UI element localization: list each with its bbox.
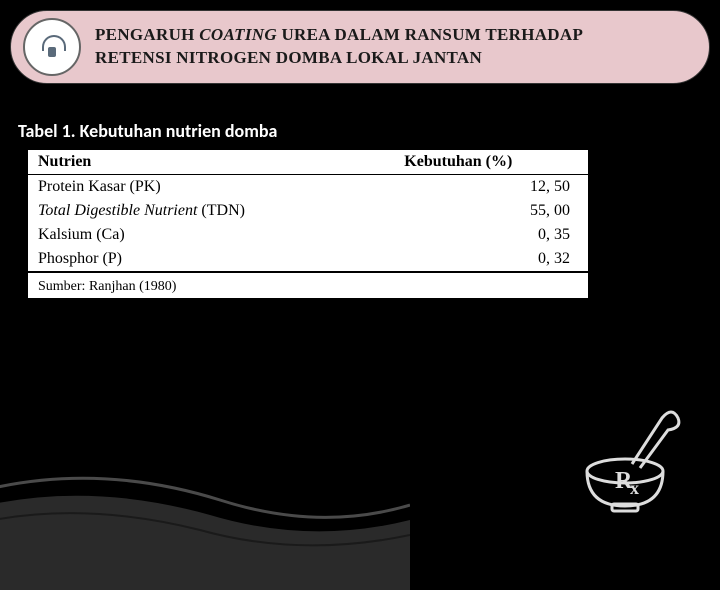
svg-text:x: x: [630, 478, 639, 498]
nutrient-label: Total Digestible Nutrient (TDN): [28, 199, 334, 223]
table-row: Kalsium (Ca) 0, 35: [28, 223, 588, 247]
swoosh-decoration: [0, 370, 410, 590]
nutrient-table: Nutrien Kebutuhan (%) Protein Kasar (PK)…: [28, 148, 588, 300]
title-line1-pre: PENGARUH: [95, 25, 199, 44]
col-nutrien: Nutrien: [28, 149, 334, 175]
nutrient-value: 0, 35: [334, 223, 588, 247]
nutrient-value: 12, 50: [334, 175, 588, 200]
mortar-pestle-rx-icon: R x: [570, 396, 690, 516]
table-row: Protein Kasar (PK) 12, 50: [28, 175, 588, 200]
title-line1-post: UREA DALAM RANSUM TERHADAP: [277, 25, 583, 44]
nutrient-label: Protein Kasar (PK): [28, 175, 334, 200]
slide-header: PENGARUH COATING UREA DALAM RANSUM TERHA…: [10, 10, 710, 84]
slide-title: PENGARUH COATING UREA DALAM RANSUM TERHA…: [95, 24, 583, 70]
university-logo: [23, 18, 81, 76]
title-line2: RETENSI NITROGEN DOMBA LOKAL JANTAN: [95, 48, 482, 67]
nutrient-value: 0, 32: [334, 247, 588, 272]
nutrient-label: Phosphor (P): [28, 247, 334, 272]
table-header-row: Nutrien Kebutuhan (%): [28, 149, 588, 175]
table-row: Phosphor (P) 0, 32: [28, 247, 588, 272]
nutrient-label: Kalsium (Ca): [28, 223, 334, 247]
flame-icon: [38, 33, 66, 61]
nutrient-value: 55, 00: [334, 199, 588, 223]
table-row: Total Digestible Nutrient (TDN) 55, 00: [28, 199, 588, 223]
table-source: Sumber: Ranjhan (1980): [28, 272, 588, 299]
table-title: Tabel 1. Kebutuhan nutrien domba: [14, 120, 706, 142]
col-kebutuhan: Kebutuhan (%): [334, 149, 588, 175]
title-line1-italic: COATING: [199, 25, 277, 44]
content-area: Tabel 1. Kebutuhan nutrien domba Nutrien…: [14, 120, 706, 300]
table-source-row: Sumber: Ranjhan (1980): [28, 272, 588, 299]
